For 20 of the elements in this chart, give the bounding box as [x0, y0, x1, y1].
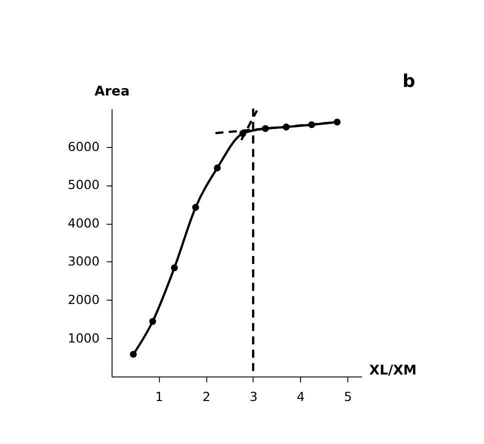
x-tick-label: 3: [250, 389, 258, 404]
y-tick-label: 5000: [68, 177, 100, 192]
point: [214, 164, 221, 172]
y-tick-label: 3000: [68, 254, 100, 269]
text: b: [402, 71, 416, 92]
y-tick-label: 2000: [68, 292, 100, 308]
x-tick-label: 4: [296, 389, 305, 404]
point: [149, 318, 156, 325]
x-axis-title: XL/XM: [369, 363, 417, 378]
x-tick-label: 2: [202, 389, 210, 404]
point: [130, 350, 137, 358]
point: [192, 204, 200, 211]
x-tick-label: 5: [344, 389, 352, 404]
point: [170, 264, 178, 272]
y-axis-title: Area: [94, 84, 130, 100]
y-tick-label: 6000: [68, 138, 100, 154]
y-tick-label: 4000: [68, 215, 100, 230]
x-tick-label: 1: [155, 389, 164, 404]
point: [262, 125, 269, 132]
y-tick-label: 1000: [68, 330, 100, 346]
